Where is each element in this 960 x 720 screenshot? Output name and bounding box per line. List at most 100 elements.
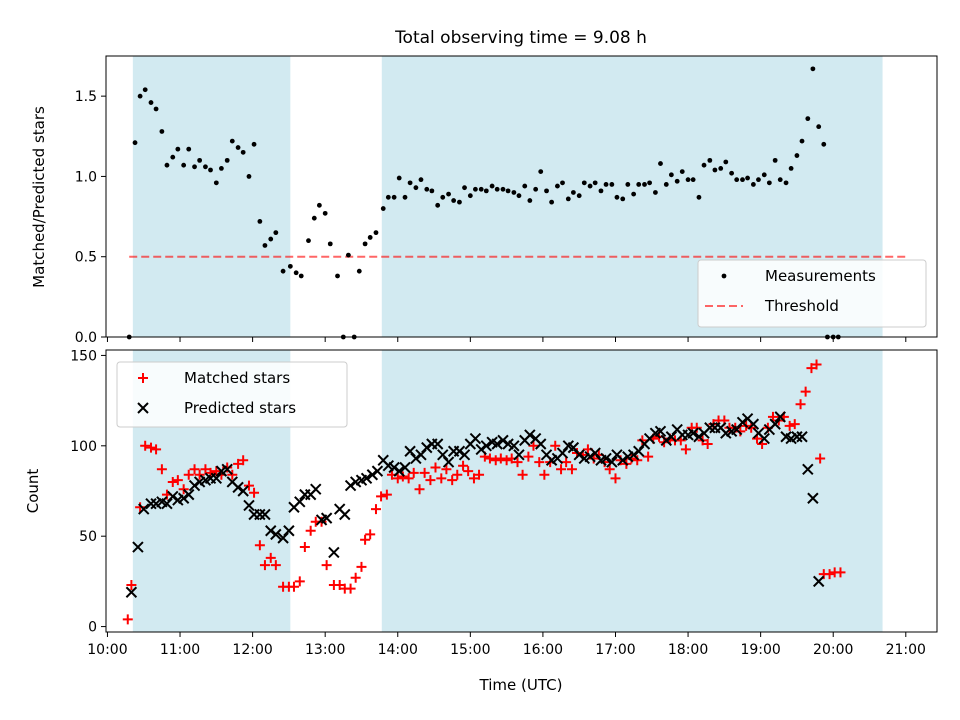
count-series-1-point-98: [665, 431, 678, 443]
count-series-0-point-56: [430, 462, 441, 473]
ratio-series-0-point-4: [148, 100, 154, 105]
count-series-0-point-35: [316, 516, 327, 527]
x-axis-label: Time (UTC): [479, 676, 563, 694]
count-series-1-point-15: [210, 472, 223, 485]
ratio-series-0-point-104: [701, 162, 707, 168]
count-series-0-point-33: [305, 525, 316, 536]
x-tick-label-9: 19:00: [740, 642, 780, 658]
count-series-1-point-105: [704, 422, 716, 434]
ratio-series-0-point-52: [418, 177, 424, 183]
count-series-1-point-38: [339, 508, 351, 521]
count-series-1-point-10: [183, 488, 195, 501]
ratio-series-0-point-118: [777, 177, 783, 183]
ratio-series-0-point-5: [153, 106, 159, 112]
count-series-0-point-14: [200, 464, 211, 475]
ratio-series-0-point-91: [631, 191, 637, 197]
ratio-series-0-point-17: [218, 166, 224, 171]
count-series-1-point-70: [513, 449, 525, 461]
ratio-panel: 0.0 0.5 1.0 1.5 Matched/Predicted stars Mea…: [30, 55, 938, 346]
ratio-series-0-point-26: [268, 236, 274, 242]
count-series-1-point-74: [535, 438, 547, 450]
count-series-0-point-2: [135, 502, 146, 513]
count-series-0-point-32: [299, 542, 310, 553]
count-series-1-point-66: [491, 438, 503, 450]
count-series-0-point-23: [249, 487, 260, 498]
count-series-0-point-13: [194, 469, 205, 480]
count-series-1-point-24: [259, 508, 271, 521]
count-series-1-point-23: [254, 508, 266, 521]
count-series-0-point-46: [376, 491, 387, 502]
ratio-series-0-point-68: [505, 188, 511, 194]
count-series-1-point-115: [758, 432, 770, 445]
count-series-1-point-43: [366, 469, 379, 481]
count-series-1-point-97: [660, 434, 672, 447]
ratio-series-0-point-54: [429, 188, 435, 194]
ratio-series-0-point-18: [224, 157, 230, 163]
ratio-legend: Measurements Threshold: [697, 259, 927, 328]
count-series-1-point-21: [243, 499, 255, 512]
ratio-series-0-point-113: [750, 182, 756, 187]
ratio-series-0-point-34: [316, 202, 322, 208]
count-series-0-point-73: [523, 451, 534, 462]
count-legend-label-1: Predicted stars: [184, 399, 296, 417]
ratio-series-0-point-30: [293, 270, 299, 276]
ratio-series-0-point-106: [712, 167, 718, 173]
ratio-series-0-point-10: [181, 162, 187, 168]
count-series-1-point-113: [747, 418, 760, 430]
count-series-0-point-80: [561, 457, 572, 468]
count-series-1-point-9: [177, 492, 190, 504]
ratio-series-0-point-72: [527, 198, 533, 203]
count-series-0-point-4: [145, 442, 156, 453]
ratio-series-0-point-124: [810, 66, 816, 72]
count-series-0-point-9: [172, 475, 183, 486]
count-series-0-point-125: [806, 363, 817, 374]
ratio-series-0-point-7: [164, 162, 170, 168]
count-series-1-point-55: [431, 438, 444, 450]
x-tick-label-5: 15:00: [450, 642, 490, 658]
ratio-series-0-point-57: [446, 191, 451, 197]
count-series-0-point-12: [189, 464, 200, 475]
count-series-0-point-114: [746, 422, 757, 433]
count-series-1-point-124: [807, 492, 819, 504]
ratio-legend-label-0: Measurements: [765, 267, 876, 285]
count-series-0-point-6: [156, 464, 167, 475]
ratio-series-0-point-79: [565, 196, 571, 202]
count-y-tick-label-1: 50: [79, 529, 97, 545]
count-series-1-point-67: [497, 434, 509, 447]
count-series-0-point-44: [365, 529, 376, 540]
ratio-y-tick-label-1: 0.5: [75, 250, 97, 266]
count-series-0-point-22: [243, 480, 254, 491]
ratio-series-0-point-86: [603, 182, 609, 187]
ratio-legend-label-1: Threshold: [764, 297, 839, 315]
count-series-0-point-71: [512, 457, 523, 468]
ratio-series-0-point-51: [413, 185, 419, 191]
x-tick-label-8: 18:00: [668, 642, 708, 658]
count-series-1-point-80: [567, 441, 580, 454]
ratio-series-0-point-25: [262, 243, 268, 248]
ratio-series-0-point-82: [581, 180, 587, 186]
count-series-1-point-11: [188, 479, 201, 492]
count-series-1-point-53: [421, 441, 433, 454]
ratio-series-0-point-67: [500, 186, 506, 192]
count-series-1-point-62: [469, 432, 482, 445]
count-series-1-point-35: [320, 512, 333, 524]
count-series-0-point-81: [566, 464, 577, 475]
ratio-series-0-point-13: [197, 157, 203, 163]
count-series-1-point-30: [294, 496, 306, 508]
ratio-series-0-point-116: [766, 180, 772, 186]
ratio-series-0-point-88: [614, 194, 620, 200]
count-y-tick-label-3: 150: [70, 348, 97, 364]
count-series-0-point-41: [350, 572, 361, 583]
count-series-0-point-66: [484, 453, 495, 464]
ratio-series-0-point-97: [663, 182, 669, 187]
ratio-series-0-point-66: [494, 186, 500, 192]
count-series-1-point-26: [270, 528, 282, 541]
ratio-series-0-point-125: [816, 124, 822, 130]
count-series-1-point-125: [812, 575, 825, 588]
count-series-1-point-3: [145, 497, 157, 510]
ratio-series-0-point-96: [658, 161, 663, 166]
x-tick-label-2: 12:00: [232, 642, 272, 658]
count-series-1-point-39: [344, 479, 357, 492]
ratio-series-0-point-98: [668, 172, 674, 178]
